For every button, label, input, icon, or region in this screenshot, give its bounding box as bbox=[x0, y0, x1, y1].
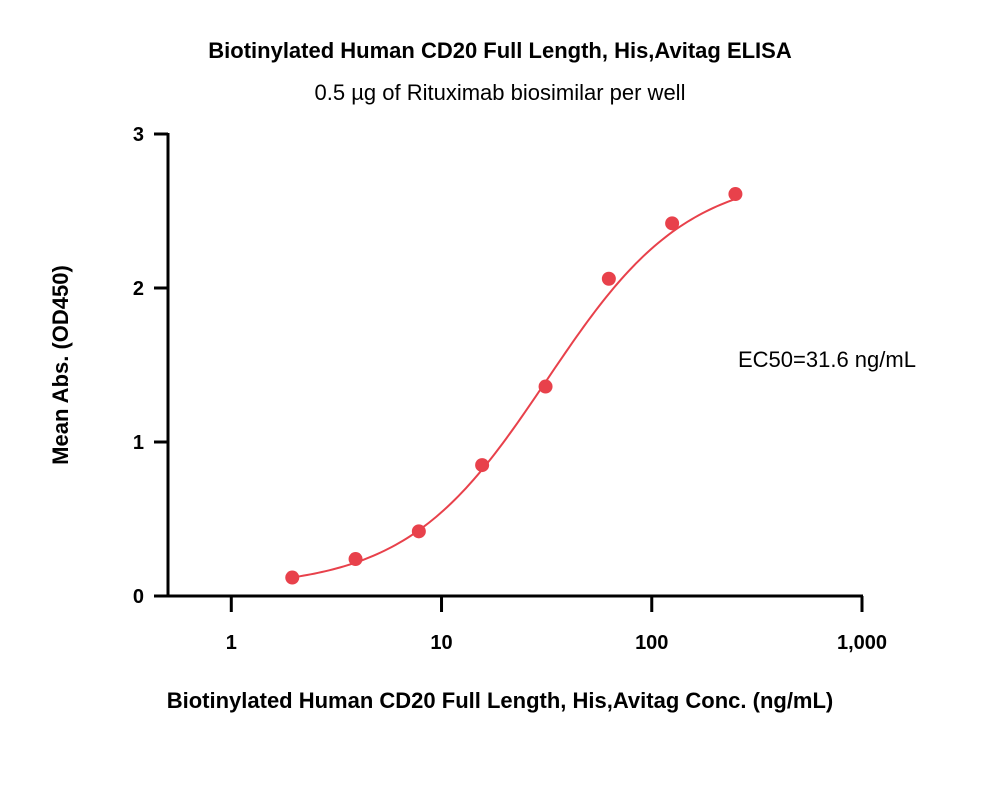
fit-curve bbox=[292, 198, 736, 579]
chart-title: Biotinylated Human CD20 Full Length, His… bbox=[208, 38, 792, 63]
x-tick-label: 100 bbox=[635, 632, 668, 654]
data-point bbox=[601, 271, 616, 286]
y-tick-label: 2 bbox=[133, 278, 144, 300]
data-point bbox=[728, 187, 743, 202]
x-tick-label: 1 bbox=[226, 632, 237, 654]
x-axis-label: Biotinylated Human CD20 Full Length, His… bbox=[166, 688, 834, 713]
data-point bbox=[411, 524, 426, 539]
data-point bbox=[538, 379, 553, 394]
y-tick-label: 0 bbox=[133, 586, 144, 608]
x-tick-label: 1,000 bbox=[837, 632, 887, 654]
data-point bbox=[665, 216, 680, 231]
data-point bbox=[348, 552, 363, 567]
y-tick-label: 1 bbox=[133, 432, 144, 454]
data-point bbox=[475, 458, 490, 473]
ec50-annotation: EC50=31.6 ng/mL bbox=[738, 347, 916, 372]
chart-subtitle: 0.5 µg of Rituximab biosimilar per well bbox=[314, 80, 686, 105]
y-tick-label: 3 bbox=[133, 124, 144, 146]
x-tick-label: 10 bbox=[430, 632, 452, 654]
data-point bbox=[285, 570, 300, 585]
